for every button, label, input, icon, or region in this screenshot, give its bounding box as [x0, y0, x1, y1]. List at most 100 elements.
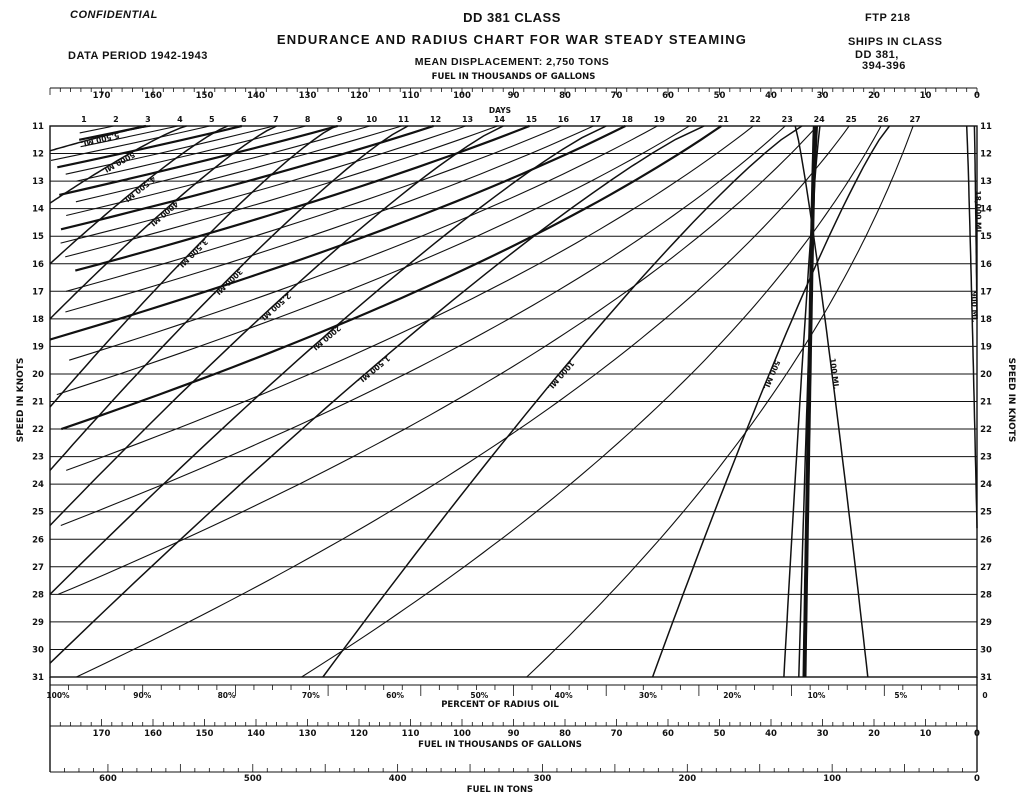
- speed-tick-right: 11: [980, 122, 992, 132]
- bottom-fuel-tick-label: 140: [247, 729, 265, 739]
- days-curve: [526, 125, 914, 678]
- days-tick-label: 19: [654, 115, 666, 124]
- speed-tick-right: 18: [980, 315, 992, 325]
- days-tick-label: 20: [686, 115, 698, 124]
- speed-tick-left: 29: [32, 618, 44, 628]
- days-curve: [301, 125, 882, 678]
- radius-curve: [49, 125, 229, 265]
- radius-curve: [49, 125, 607, 595]
- bottom-fuel-tick-label: 50: [714, 729, 726, 739]
- bottom-fuel-tick-label: 60: [662, 729, 674, 739]
- days-curve: [65, 125, 594, 313]
- days-curve: [66, 125, 402, 217]
- radius-curve: [965, 125, 978, 529]
- speed-tick-left: 19: [32, 342, 44, 352]
- days-tick-label: 13: [462, 115, 473, 124]
- radius-curve-label: 900 MI.: [969, 291, 979, 323]
- bottom-fuel-tick-label: 70: [611, 729, 623, 739]
- radius-curve: [49, 125, 705, 664]
- y-axis-label-right: SPEED IN KNOTS: [1006, 358, 1016, 443]
- speed-tick-right: 16: [980, 260, 992, 270]
- days-curve: [60, 125, 722, 431]
- top-fuel-tick-label: 120: [350, 91, 368, 101]
- bottom-fuel-tick-label: 110: [402, 729, 420, 739]
- bottom-fuel-tick-label: 170: [93, 729, 111, 739]
- speed-tick-left: 11: [32, 122, 44, 132]
- days-tick-label: 9: [337, 115, 343, 124]
- bottom-fuel-tick-label: 130: [299, 729, 317, 739]
- top-fuel-tick-label: 150: [196, 91, 214, 101]
- top-fuel-tick-label: 70: [611, 91, 623, 101]
- top-fuel-tick-label: 50: [714, 91, 726, 101]
- radius-curve: [49, 125, 337, 408]
- bottom-fuel-tick-label: 100: [453, 729, 471, 739]
- speed-tick-left: 13: [32, 177, 44, 187]
- speed-tick-right: 14: [980, 205, 992, 215]
- speed-tick-right: 24: [980, 480, 992, 490]
- data-period: DATA PERIOD 1942-1943: [68, 50, 208, 62]
- radius-curve-label: 5,500 MI.: [80, 131, 121, 149]
- top-fuel-tick-label: 170: [93, 91, 111, 101]
- tons-tick-label: 100: [823, 774, 841, 784]
- days-curve: [65, 125, 274, 175]
- radius-curve: [49, 125, 151, 152]
- days-tick-label: 25: [846, 115, 858, 124]
- days-curve: [76, 125, 306, 182]
- speed-tick-right: 17: [980, 287, 992, 297]
- days-tick-label: 14: [494, 115, 506, 124]
- speed-tick-right: 30: [980, 645, 992, 655]
- days-curve: [76, 125, 850, 678]
- speed-tick-right: 27: [980, 563, 992, 573]
- percent-tick-label: 40%: [555, 691, 573, 700]
- speed-tick-left: 18: [32, 315, 44, 325]
- speed-tick-right: 25: [980, 508, 992, 518]
- days-curve: [50, 125, 210, 161]
- chart-subtitle: ENDURANCE AND RADIUS CHART FOR WAR STEAD…: [276, 32, 748, 47]
- days-axis-label: DAYS: [489, 106, 511, 115]
- speed-tick-right: 19: [980, 342, 992, 352]
- speed-tick-right: 15: [980, 232, 992, 242]
- tons-tick-label: 300: [534, 774, 552, 784]
- speed-tick-left: 30: [32, 645, 44, 655]
- ftp-number: FTP 218: [865, 12, 911, 24]
- percent-tick-label: 20%: [723, 691, 741, 700]
- top-fuel-tick-label: 110: [402, 91, 420, 101]
- top-fuel-tick-label: 30: [817, 91, 829, 101]
- speed-tick-left: 17: [32, 287, 44, 297]
- radius-curve-label: 18,000 MI.: [973, 190, 983, 235]
- percent-tick-label: 5%: [894, 691, 907, 700]
- radius-curve: [49, 125, 504, 527]
- bottom-fuel-tick-label: 30: [817, 729, 829, 739]
- top-fuel-tick-label: 0: [974, 91, 980, 101]
- days-curve: [60, 125, 786, 527]
- speed-tick-left: 28: [32, 590, 44, 600]
- days-curve: [79, 125, 115, 134]
- top-fuel-tick-label: 140: [247, 91, 265, 101]
- radius-curve-label: 500 MI.: [761, 359, 782, 392]
- speed-tick-right: 29: [980, 618, 992, 628]
- days-tick-label: 4: [177, 115, 183, 124]
- y-axis-label-left: SPEED IN KNOTS: [16, 358, 26, 443]
- speed-tick-left: 15: [32, 232, 44, 242]
- speed-tick-left: 26: [32, 535, 44, 545]
- days-tick-label: 27: [909, 115, 920, 124]
- days-curve: [58, 125, 818, 595]
- tons-axis-label: FUEL IN TONS: [467, 785, 533, 795]
- days-tick-label: 3: [145, 115, 151, 124]
- speed-tick-left: 25: [32, 508, 44, 518]
- days-tick-label: 7: [273, 115, 279, 124]
- top-fuel-tick-label: 20: [868, 91, 880, 101]
- speed-tick-left: 21: [32, 398, 44, 408]
- days-tick-label: 12: [430, 115, 441, 124]
- bottom-fuel-tick-label: 150: [196, 729, 214, 739]
- top-fuel-tick-label: 60: [662, 91, 674, 101]
- percent-tick-label: 90%: [133, 691, 151, 700]
- bottom-fuel-axis-label: FUEL IN THOUSANDS OF GALLONS: [418, 740, 582, 750]
- speed-tick-left: 20: [32, 370, 44, 380]
- radius-curve-label: 100 MI.: [828, 358, 841, 390]
- radius-curve-label: 2000 MI.: [309, 323, 343, 354]
- speed-tick-right: 22: [980, 425, 992, 435]
- top-fuel-tick-label: 90: [508, 91, 520, 101]
- top-fuel-tick-label: 40: [765, 91, 777, 101]
- radius-curve: [651, 125, 891, 678]
